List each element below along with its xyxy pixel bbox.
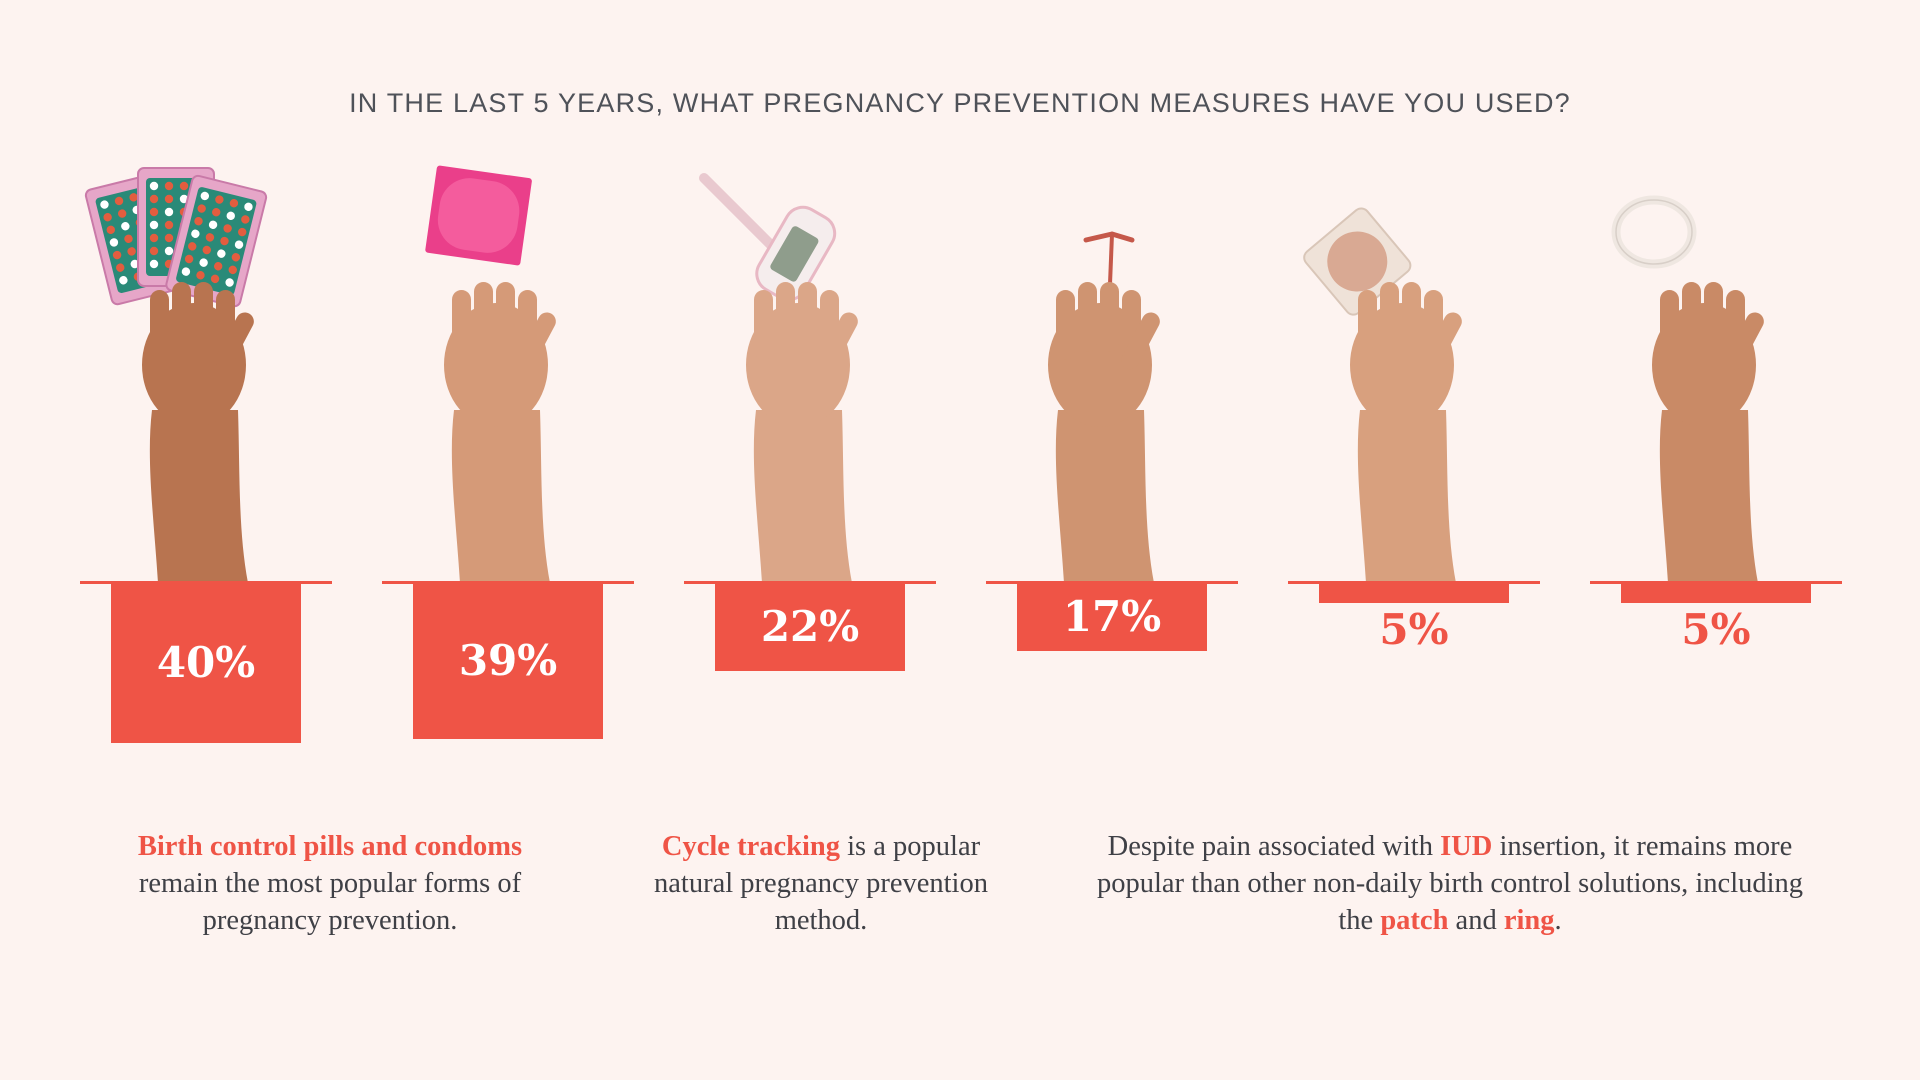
chart-title: IN THE LAST 5 YEARS, WHAT PREGNANCY PREV… <box>349 88 1571 118</box>
bar-column: 5% <box>1590 160 1842 760</box>
forearm <box>451 410 550 583</box>
bar <box>413 583 603 739</box>
caption-highlight-pills-condoms: Birth control pills and condoms <box>137 831 523 862</box>
caption-highlight-ring: ring <box>1503 905 1555 936</box>
bar-value-label: 40% <box>156 638 256 687</box>
caption-text-iud-2: insertion, it remains more popular than … <box>1096 831 1804 936</box>
bar <box>1319 583 1509 603</box>
bar <box>1017 583 1207 651</box>
bar-value-label: 22% <box>760 602 860 651</box>
bar-column: 5% <box>1288 160 1540 760</box>
forearm <box>753 410 852 583</box>
patch-icon <box>1288 160 1540 583</box>
forearm <box>1659 410 1758 583</box>
vaginal-ring-edge <box>1615 199 1693 265</box>
iud-stem <box>1108 233 1114 285</box>
hand-illustration <box>699 173 858 583</box>
forearm <box>1055 410 1154 583</box>
finger <box>194 282 213 352</box>
caption-highlight-cycle-tracking: Cycle tracking <box>661 831 840 862</box>
bar-column: 17% <box>986 160 1238 760</box>
forearm <box>1357 410 1456 583</box>
caption-text-iud-4: . <box>1554 905 1562 936</box>
finger <box>1682 282 1701 352</box>
thermometer-body <box>755 205 837 302</box>
thumb <box>215 312 254 370</box>
caption-highlight-iud: IUD <box>1440 831 1493 862</box>
bar-value-label: 17% <box>1062 592 1162 641</box>
thermometer-probe <box>699 173 787 261</box>
bar <box>1621 583 1811 603</box>
caption-text-iud-3: and <box>1448 905 1504 936</box>
baseline <box>382 581 634 584</box>
forearm <box>149 410 248 583</box>
bar-column: 39% <box>382 160 634 760</box>
condom-wrapper <box>425 165 532 266</box>
caption-highlight-patch: patch <box>1380 905 1449 936</box>
caption-pills-condoms: Birth control pills and condoms remain t… <box>100 828 560 939</box>
caption-cycle-tracking: Cycle tracking is a popular natural preg… <box>630 828 1012 939</box>
caption-text-iud-1: Despite pain associated with <box>1107 831 1441 862</box>
finger <box>172 282 191 352</box>
finger <box>798 282 817 352</box>
hand-illustration <box>1048 231 1160 583</box>
finger <box>1660 290 1679 360</box>
finger <box>150 290 169 360</box>
pill-pack-icon <box>80 160 332 583</box>
baseline <box>986 581 1238 584</box>
iud-icon <box>986 160 1238 583</box>
iud-arms <box>1083 231 1135 243</box>
thumb <box>819 312 858 370</box>
finger <box>776 282 795 352</box>
finger <box>474 282 493 352</box>
thumb <box>517 312 556 370</box>
caption-text-pills-condoms: remain the most popular forms of pregnan… <box>138 868 522 936</box>
finger <box>1056 290 1075 360</box>
finger <box>452 290 471 360</box>
hand-illustration <box>1611 195 1764 583</box>
finger <box>1358 290 1377 360</box>
finger <box>1100 282 1119 352</box>
bar-value-label: 5% <box>1681 605 1751 654</box>
bar-value-label: 5% <box>1379 605 1449 654</box>
bar-value-label: 39% <box>458 636 558 685</box>
finger <box>1704 282 1723 352</box>
finger <box>496 282 515 352</box>
finger <box>1078 282 1097 352</box>
baseline <box>1590 581 1842 584</box>
bar-column: 22% <box>684 160 936 760</box>
finger <box>754 290 773 360</box>
hand-illustration <box>84 167 268 583</box>
hand-illustration <box>1303 207 1462 583</box>
finger <box>1402 282 1421 352</box>
thumb <box>1725 312 1764 370</box>
ring-icon <box>1590 160 1842 583</box>
bar <box>715 583 905 671</box>
baseline <box>1288 581 1540 584</box>
hand-illustration <box>425 165 556 583</box>
pill-pack <box>165 174 268 308</box>
baseline <box>684 581 936 584</box>
condom-icon <box>382 160 634 583</box>
baseline <box>80 581 332 584</box>
finger <box>1380 282 1399 352</box>
caption-iud: Despite pain associated with IUD inserti… <box>1085 828 1815 939</box>
bar <box>111 583 301 743</box>
bar-column: 40% <box>80 160 332 760</box>
thumb <box>1423 312 1462 370</box>
thumb <box>1121 312 1160 370</box>
caption-text-cycle-tracking: is a popular natural pregnancy preventio… <box>654 831 988 936</box>
thermometer-icon <box>684 160 936 583</box>
